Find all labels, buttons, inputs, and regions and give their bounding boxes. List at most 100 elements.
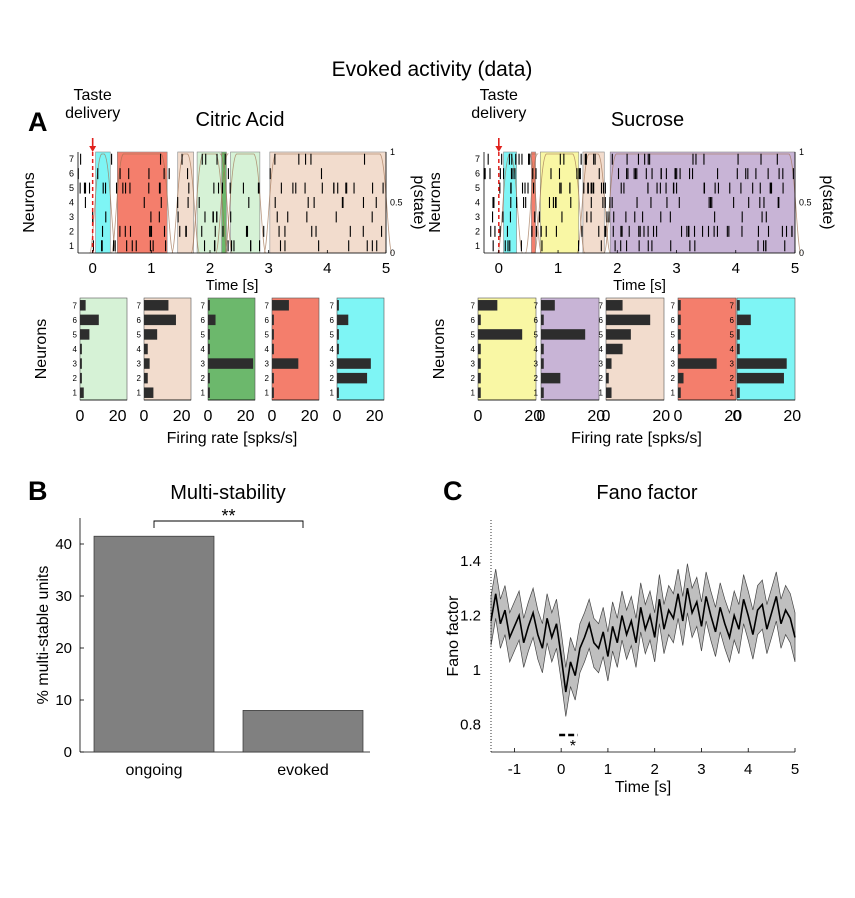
firing-rate-bar xyxy=(208,358,254,369)
x-axis-label: Time [s] xyxy=(613,277,666,294)
firing-rate-bar xyxy=(737,329,740,340)
probability-tick-label: 0 xyxy=(799,248,804,258)
firing-rate-panel-background xyxy=(477,297,537,401)
firing-rate-bar xyxy=(337,358,371,369)
neuron-tick-label: 6 xyxy=(475,169,480,179)
state-probability-trace xyxy=(224,153,267,254)
y-tick-label: 0.8 xyxy=(460,717,481,734)
state-probability-trace xyxy=(497,153,523,254)
neuron-tick-label: 7 xyxy=(730,301,735,310)
x-tick-label: 0 xyxy=(674,408,683,425)
neuron-tick-label: 2 xyxy=(534,374,539,383)
probability-axis-label: p(state) xyxy=(410,175,427,229)
neuron-tick-label: 4 xyxy=(471,345,476,354)
firing-rate-bar xyxy=(80,358,82,369)
firing-rate-bar xyxy=(144,300,169,311)
neuron-tick-label: 4 xyxy=(330,345,335,354)
neuron-tick-label: 3 xyxy=(69,212,74,222)
firing-rate-bar xyxy=(678,387,681,398)
firing-rate-bar xyxy=(144,343,148,355)
neuron-tick-label: 7 xyxy=(471,301,476,310)
neuron-tick-label: 5 xyxy=(730,330,735,339)
firing-rate-bar xyxy=(337,314,349,326)
firing-rate-bar xyxy=(208,300,210,311)
neuron-tick-label: 7 xyxy=(137,301,142,310)
neuron-tick-label: 1 xyxy=(201,389,206,398)
firing-rate-bar xyxy=(678,372,684,384)
firing-rate-bar xyxy=(272,372,274,384)
firing-rate-bar xyxy=(208,314,216,326)
probability-axis-label: p(state) xyxy=(819,175,836,229)
neuron-tick-label: 1 xyxy=(671,389,676,398)
neuron-tick-label: 5 xyxy=(330,330,335,339)
firing-rate-bar xyxy=(144,372,148,384)
firing-rate-bar xyxy=(606,343,623,355)
state-probability-trace xyxy=(263,153,393,254)
y-axis-label: Neurons xyxy=(21,172,38,232)
neuron-tick-label: 1 xyxy=(265,389,270,398)
firing-rate-bar xyxy=(80,372,82,384)
firing-rate-bar xyxy=(272,343,274,355)
neuron-tick-label: 2 xyxy=(73,374,78,383)
state-interval xyxy=(230,151,261,254)
neuron-tick-label: 1 xyxy=(137,389,142,398)
firing-rate-bar xyxy=(541,343,544,355)
firing-rate-bar xyxy=(737,343,740,355)
firing-rate-bar xyxy=(272,300,289,311)
neuron-tick-label: 1 xyxy=(730,389,735,398)
firing-rate-bar xyxy=(737,387,740,398)
firing-rate-bar xyxy=(737,300,740,311)
y-tick-label: 1.2 xyxy=(460,608,481,625)
neuron-tick-label: 7 xyxy=(475,154,480,164)
firing-rate-panel-background xyxy=(207,297,256,401)
x-tick-label: 0 xyxy=(474,408,483,425)
neuron-tick-label: 3 xyxy=(471,360,476,369)
firing-rate-bar xyxy=(678,343,681,355)
x-axis-label: Firing rate [spks/s] xyxy=(571,430,702,447)
x-tick-label: 3 xyxy=(672,260,680,277)
firing-rate-bar xyxy=(541,329,586,340)
neuron-tick-label: 1 xyxy=(69,241,74,251)
firing-rate-bar xyxy=(678,314,681,326)
neuron-tick-label: 6 xyxy=(201,316,206,325)
firing-rate-bar xyxy=(80,387,84,398)
state-probability-trace xyxy=(533,153,586,254)
neuron-tick-label: 7 xyxy=(201,301,206,310)
neuron-tick-label: 3 xyxy=(330,360,335,369)
neuron-tick-label: 3 xyxy=(671,360,676,369)
firing-rate-bar xyxy=(541,387,544,398)
state-interval xyxy=(117,151,168,254)
category-label: ongoing xyxy=(126,762,183,779)
neuron-tick-label: 3 xyxy=(73,360,78,369)
neuron-tick-label: 6 xyxy=(730,316,735,325)
neuron-tick-label: 6 xyxy=(671,316,676,325)
firing-rate-bar xyxy=(80,329,90,340)
x-tick-label: 2 xyxy=(651,761,659,778)
probability-tick-label: 0 xyxy=(390,248,395,258)
neuron-tick-label: 1 xyxy=(73,389,78,398)
y-axis-label: Fano factor xyxy=(445,595,462,677)
neuron-tick-label: 2 xyxy=(330,374,335,383)
bar xyxy=(242,710,364,753)
x-tick-label: 20 xyxy=(524,408,542,425)
y-tick-label: 30 xyxy=(55,588,72,605)
firing-rate-bar xyxy=(541,300,555,311)
neuron-tick-label: 1 xyxy=(599,389,604,398)
neuron-tick-label: 1 xyxy=(471,389,476,398)
state-probability-trace xyxy=(215,153,233,254)
neuron-tick-label: 7 xyxy=(330,301,335,310)
neuron-tick-label: 3 xyxy=(730,360,735,369)
state-interval xyxy=(503,151,517,254)
firing-rate-bar xyxy=(606,387,612,398)
taste-delivery-annotation: delivery xyxy=(471,105,526,122)
neuron-tick-label: 5 xyxy=(137,330,142,339)
firing-rate-bar xyxy=(144,329,158,340)
neuron-tick-label: 3 xyxy=(599,360,604,369)
neuron-tick-label: 7 xyxy=(73,301,78,310)
neuron-tick-label: 2 xyxy=(201,374,206,383)
neuron-tick-label: 3 xyxy=(265,360,270,369)
multistability-bar-chart: Multi-stability 0 10 20 30 40 ongoing evoked **%… xyxy=(35,482,370,779)
